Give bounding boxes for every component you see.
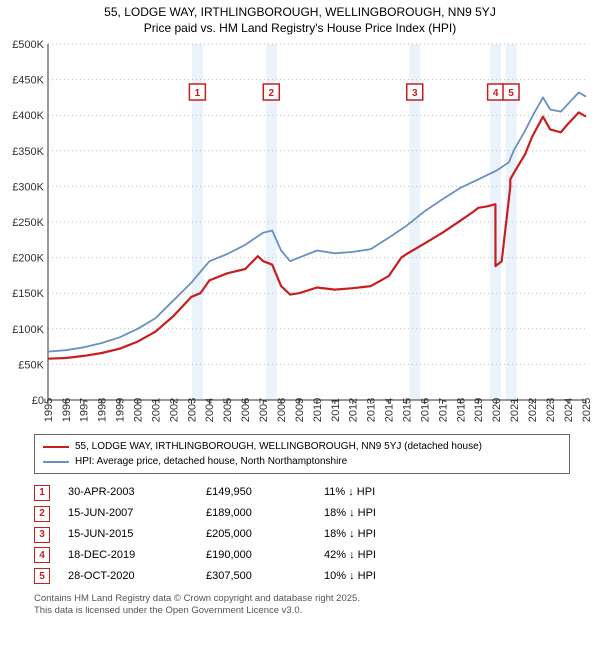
svg-text:2019: 2019 <box>473 398 485 422</box>
svg-text:2013: 2013 <box>366 398 378 422</box>
svg-text:2018: 2018 <box>455 398 467 422</box>
page: 55, LODGE WAY, IRTHLINGBOROUGH, WELLINGB… <box>0 0 600 650</box>
svg-text:2025: 2025 <box>581 398 592 422</box>
svg-text:5: 5 <box>508 88 514 99</box>
svg-text:2005: 2005 <box>222 398 234 422</box>
svg-text:2012: 2012 <box>348 398 360 422</box>
sale-delta: 42% ↓ HPI <box>324 545 434 566</box>
legend-row-hpi: HPI: Average price, detached house, Nort… <box>43 454 561 469</box>
svg-text:2004: 2004 <box>204 398 216 422</box>
svg-text:£400K: £400K <box>12 111 44 123</box>
svg-text:£150K: £150K <box>12 289 44 301</box>
svg-text:£350K: £350K <box>12 146 44 158</box>
legend-label-subject: 55, LODGE WAY, IRTHLINGBOROUGH, WELLINGB… <box>75 439 482 454</box>
svg-text:£100K: £100K <box>12 324 44 336</box>
legend-swatch-hpi <box>43 461 69 463</box>
svg-text:2014: 2014 <box>384 398 396 422</box>
svg-text:1998: 1998 <box>97 398 109 422</box>
footnote-line-1: Contains HM Land Registry data © Crown c… <box>34 593 570 605</box>
svg-text:2020: 2020 <box>491 398 503 422</box>
svg-text:2000: 2000 <box>133 398 145 422</box>
sale-price: £190,000 <box>206 545 306 566</box>
chart: £0£50K£100K£150K£200K£250K£300K£350K£400… <box>8 38 592 428</box>
svg-text:1995: 1995 <box>43 398 55 422</box>
sales-row: 2 15-JUN-2007 £189,000 18% ↓ HPI <box>34 503 570 524</box>
sale-marker: 4 <box>34 547 50 563</box>
sales-table: 1 30-APR-2003 £149,950 11% ↓ HPI 2 15-JUN-200… <box>34 482 570 586</box>
sale-delta: 18% ↓ HPI <box>324 503 434 524</box>
sale-price: £307,500 <box>206 566 306 587</box>
svg-text:1999: 1999 <box>115 398 127 422</box>
sales-row: 5 28-OCT-2020 £307,500 10% ↓ HPI <box>34 566 570 587</box>
svg-text:£300K: £300K <box>12 182 44 194</box>
sale-marker: 3 <box>34 527 50 543</box>
svg-text:1997: 1997 <box>79 398 91 422</box>
sale-date: 15-JUN-2015 <box>68 524 188 545</box>
sale-delta: 10% ↓ HPI <box>324 566 434 587</box>
footnote-line-2: This data is licensed under the Open Gov… <box>34 605 570 617</box>
svg-text:£50K: £50K <box>18 360 44 372</box>
sale-date: 15-JUN-2007 <box>68 503 188 524</box>
title-line-2: Price paid vs. HM Land Registry's House … <box>0 20 600 36</box>
legend-swatch-subject <box>43 446 69 448</box>
svg-text:2001: 2001 <box>150 398 162 422</box>
svg-text:2002: 2002 <box>168 398 180 422</box>
legend-row-subject: 55, LODGE WAY, IRTHLINGBOROUGH, WELLINGB… <box>43 439 561 454</box>
svg-text:2011: 2011 <box>330 399 342 423</box>
footnote: Contains HM Land Registry data © Crown c… <box>34 593 570 618</box>
svg-text:2: 2 <box>268 88 274 99</box>
svg-text:£250K: £250K <box>12 217 44 229</box>
sale-price: £189,000 <box>206 503 306 524</box>
svg-text:1996: 1996 <box>61 398 73 422</box>
svg-text:2024: 2024 <box>563 398 575 422</box>
title-line-1: 55, LODGE WAY, IRTHLINGBOROUGH, WELLINGB… <box>0 4 600 20</box>
legend: 55, LODGE WAY, IRTHLINGBOROUGH, WELLINGB… <box>34 434 570 474</box>
svg-text:2010: 2010 <box>312 398 324 422</box>
svg-text:2009: 2009 <box>294 398 306 422</box>
svg-text:2003: 2003 <box>186 398 198 422</box>
chart-svg: £0£50K£100K£150K£200K£250K£300K£350K£400… <box>8 38 592 428</box>
sales-row: 1 30-APR-2003 £149,950 11% ↓ HPI <box>34 482 570 503</box>
sale-date: 28-OCT-2020 <box>68 566 188 587</box>
svg-text:2022: 2022 <box>527 398 539 422</box>
sale-delta: 18% ↓ HPI <box>324 524 434 545</box>
title-block: 55, LODGE WAY, IRTHLINGBOROUGH, WELLINGB… <box>0 0 600 38</box>
sale-price: £149,950 <box>206 482 306 503</box>
svg-text:2006: 2006 <box>240 398 252 422</box>
sale-date: 30-APR-2003 <box>68 482 188 503</box>
sale-marker: 1 <box>34 485 50 501</box>
svg-text:2016: 2016 <box>419 398 431 422</box>
sale-price: £205,000 <box>206 524 306 545</box>
svg-text:2017: 2017 <box>437 398 449 422</box>
svg-text:1: 1 <box>195 88 201 99</box>
svg-text:2023: 2023 <box>545 398 557 422</box>
svg-text:£450K: £450K <box>12 75 44 87</box>
svg-text:2021: 2021 <box>509 398 521 422</box>
legend-label-hpi: HPI: Average price, detached house, Nort… <box>75 454 347 469</box>
svg-text:£200K: £200K <box>12 253 44 265</box>
svg-text:4: 4 <box>493 88 499 99</box>
sale-delta: 11% ↓ HPI <box>324 482 434 503</box>
svg-text:2015: 2015 <box>402 398 414 422</box>
svg-text:2008: 2008 <box>276 398 288 422</box>
svg-text:2007: 2007 <box>258 398 270 422</box>
sale-marker: 2 <box>34 506 50 522</box>
sale-marker: 5 <box>34 568 50 584</box>
svg-text:£500K: £500K <box>12 39 44 51</box>
sales-row: 4 18-DEC-2019 £190,000 42% ↓ HPI <box>34 545 570 566</box>
sales-row: 3 15-JUN-2015 £205,000 18% ↓ HPI <box>34 524 570 545</box>
sale-date: 18-DEC-2019 <box>68 545 188 566</box>
svg-text:3: 3 <box>412 88 418 99</box>
